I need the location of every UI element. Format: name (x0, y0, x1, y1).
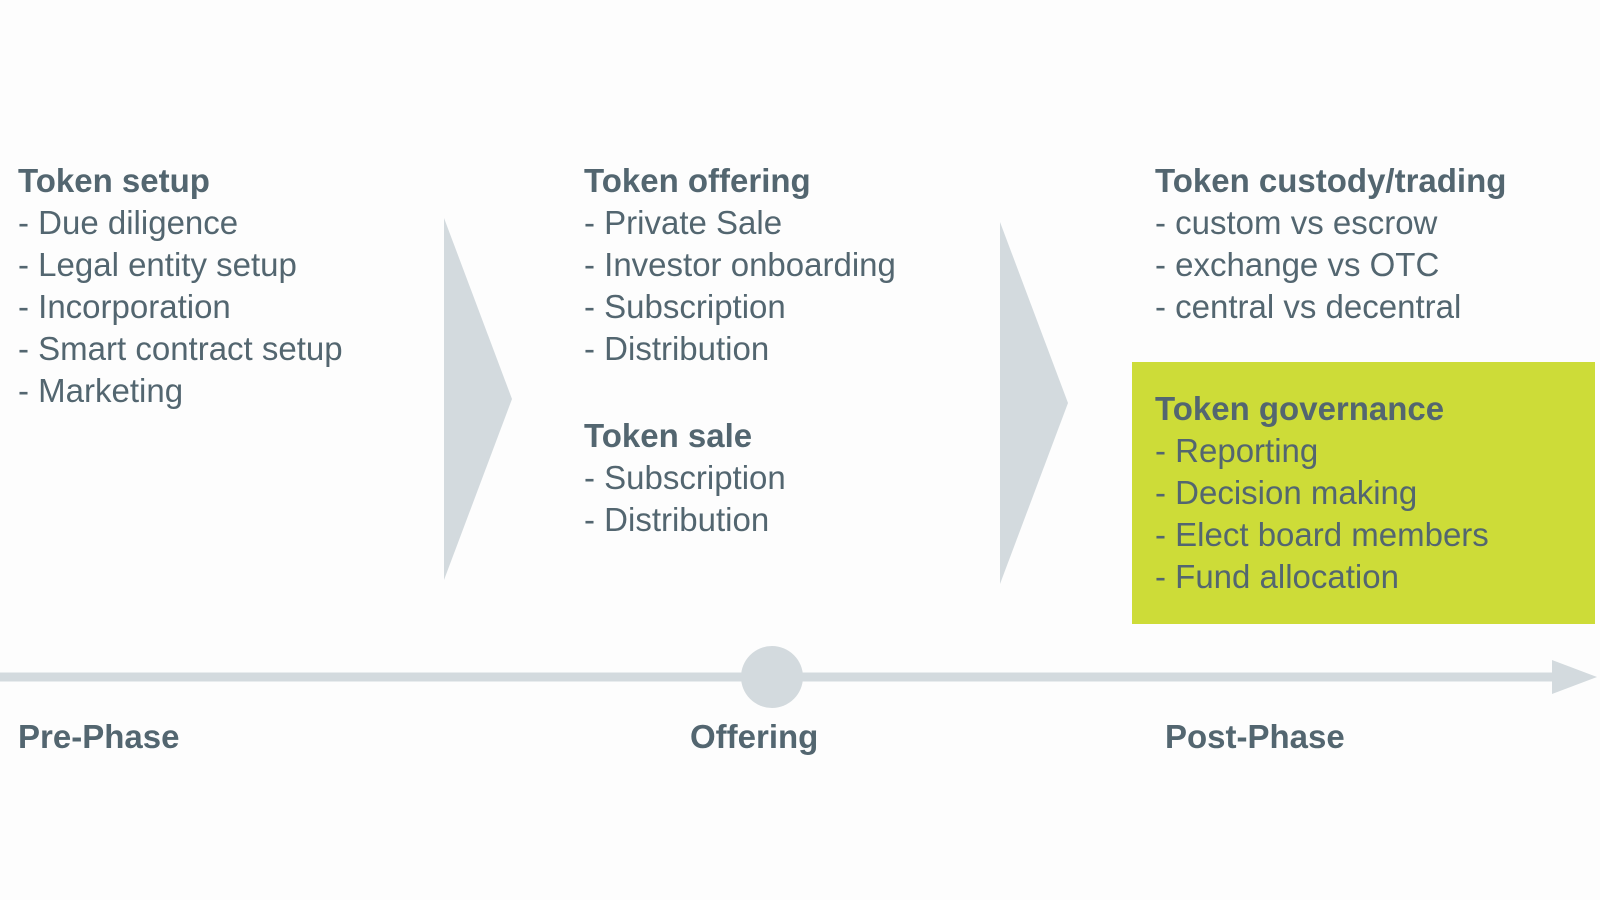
token-offering-item: - Distribution (584, 330, 770, 367)
token-setup-item: - Smart contract setup (18, 330, 343, 367)
token-setup-item: - Marketing (18, 372, 184, 409)
governance-highlight-box (1132, 362, 1595, 624)
phase-label-pre: Pre-Phase (18, 718, 180, 755)
token-governance-item: - Reporting (1155, 432, 1319, 469)
token-sale-item: - Subscription (584, 459, 786, 496)
token-offering-item: - Investor onboarding (584, 246, 896, 283)
token-setup-title: Token setup (18, 162, 210, 199)
token-offering-item: - Subscription (584, 288, 786, 325)
token-offering-item: - Private Sale (584, 204, 783, 241)
token-setup-block: Token setup - Due diligence - Legal enti… (18, 160, 343, 412)
token-custody-item: - central vs decentral (1155, 288, 1462, 325)
token-governance-title: Token governance (1155, 390, 1445, 427)
offering-milestone-dot (741, 646, 803, 708)
token-governance-item: - Decision making (1155, 474, 1418, 511)
timeline-arrowhead (1552, 660, 1597, 694)
token-setup-item: - Incorporation (18, 288, 231, 325)
token-governance-block: Token governance - Reporting - Decision … (1155, 388, 1489, 598)
token-setup-item: - Legal entity setup (18, 246, 297, 283)
token-offering-block: Token offering - Private Sale - Investor… (584, 160, 896, 370)
token-sale-item: - Distribution (584, 501, 770, 538)
token-sale-block: Token sale - Subscription - Distribution (584, 415, 786, 541)
token-governance-item: - Fund allocation (1155, 558, 1399, 595)
token-custody-title: Token custody/trading (1155, 162, 1507, 199)
token-setup-item: - Due diligence (18, 204, 239, 241)
chevron-arrow-2 (1000, 222, 1068, 584)
token-custody-item: - exchange vs OTC (1155, 246, 1440, 283)
chevron-arrow-1 (444, 218, 512, 580)
token-sale-title: Token sale (584, 417, 753, 454)
phase-label-post: Post-Phase (1165, 718, 1345, 755)
token-governance-item: - Elect board members (1155, 516, 1489, 553)
token-custody-item: - custom vs escrow (1155, 204, 1438, 241)
token-custody-block: Token custody/trading - custom vs escrow… (1155, 160, 1506, 328)
phase-label-offering: Offering (690, 718, 819, 755)
token-offering-title: Token offering (584, 162, 811, 199)
